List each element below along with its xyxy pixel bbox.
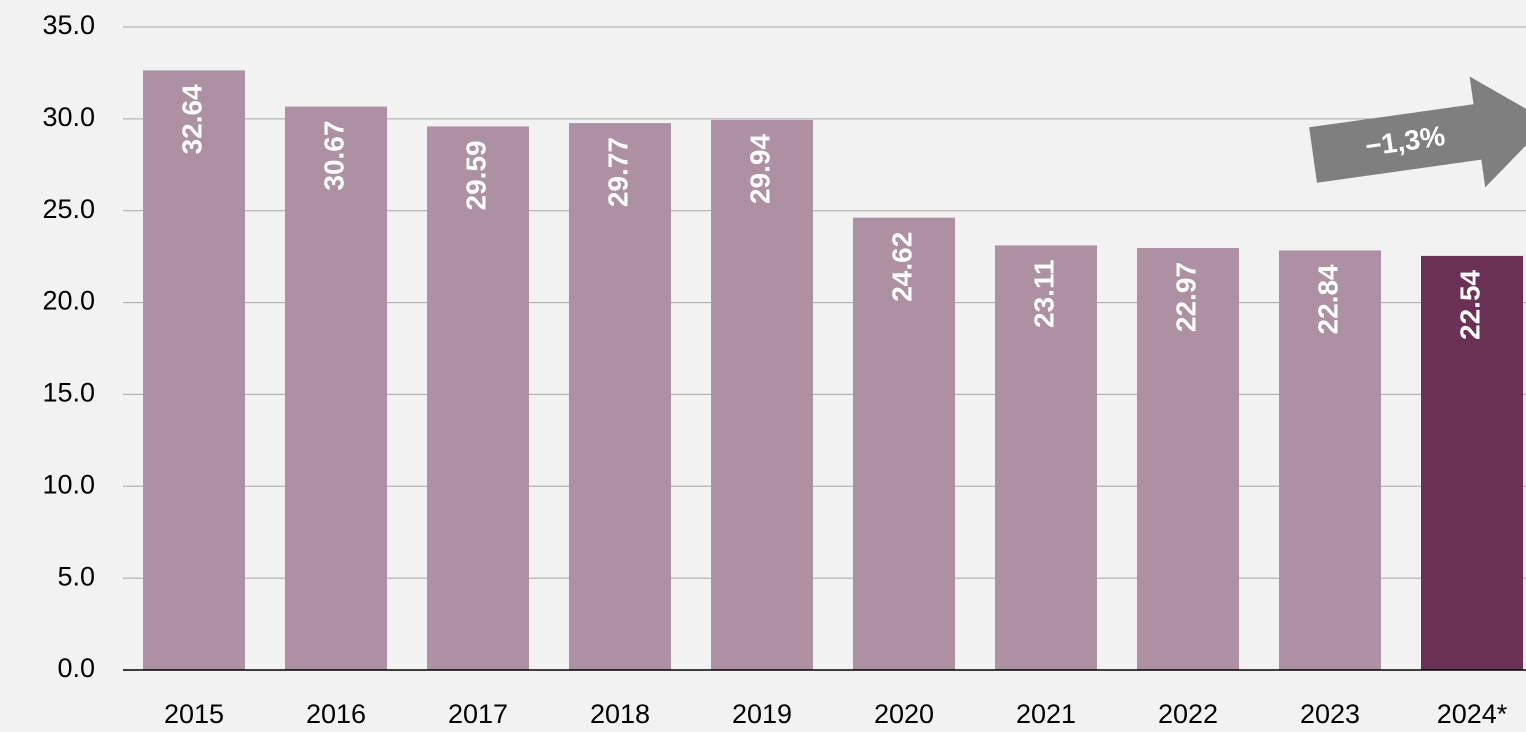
plot: 0.0 5.0 10.0 15.0 20.0 25.0 30.0 35.0 2015 32.64 2… bbox=[42, 10, 1526, 729]
x-tick-label: 2019 bbox=[732, 699, 792, 729]
bar bbox=[143, 70, 245, 671]
value-label: 29.94 bbox=[744, 134, 775, 204]
y-tick-label: 10.0 bbox=[42, 469, 95, 499]
x-tick-label: 2018 bbox=[590, 699, 650, 729]
arrow-shape bbox=[1309, 76, 1526, 188]
bar bbox=[711, 119, 813, 671]
value-label: 23.11 bbox=[1028, 259, 1059, 328]
value-label: 22.84 bbox=[1312, 264, 1343, 334]
bar bbox=[995, 245, 1097, 670]
value-label: 29.77 bbox=[602, 137, 633, 207]
bar bbox=[427, 126, 529, 671]
value-label: 30.67 bbox=[318, 121, 349, 191]
bar bbox=[569, 123, 671, 670]
bar bbox=[285, 106, 387, 671]
trend-arrow: −1,3% bbox=[1309, 76, 1526, 188]
x-tick-label: 2022 bbox=[1158, 699, 1218, 729]
bar bbox=[853, 217, 955, 670]
y-tick-label: 30.0 bbox=[42, 102, 95, 132]
bar bbox=[1279, 250, 1381, 670]
x-tick-label: 2015 bbox=[164, 699, 224, 729]
bar bbox=[1137, 248, 1239, 670]
value-label: 22.54 bbox=[1454, 269, 1485, 339]
y-tick-label: 0.0 bbox=[57, 653, 95, 683]
x-tick-label: 2021 bbox=[1016, 699, 1076, 729]
value-label: 22.97 bbox=[1170, 262, 1201, 332]
x-tick-label: 2020 bbox=[874, 699, 934, 729]
value-label: 24.62 bbox=[886, 232, 917, 302]
value-label: 32.64 bbox=[176, 84, 207, 154]
y-tick-label: 15.0 bbox=[42, 378, 95, 408]
y-tick-label: 5.0 bbox=[57, 561, 95, 591]
x-tick-label: 2023 bbox=[1300, 699, 1360, 729]
y-tick-label: 35.0 bbox=[42, 10, 95, 40]
x-tick-label: 2024* bbox=[1437, 699, 1508, 729]
x-tick-label: 2017 bbox=[448, 699, 508, 729]
x-tick-label: 2016 bbox=[306, 699, 366, 729]
value-label: 29.59 bbox=[460, 140, 491, 210]
y-tick-label: 25.0 bbox=[42, 194, 95, 224]
y-tick-label: 20.0 bbox=[42, 286, 95, 316]
bar bbox=[1421, 255, 1523, 670]
